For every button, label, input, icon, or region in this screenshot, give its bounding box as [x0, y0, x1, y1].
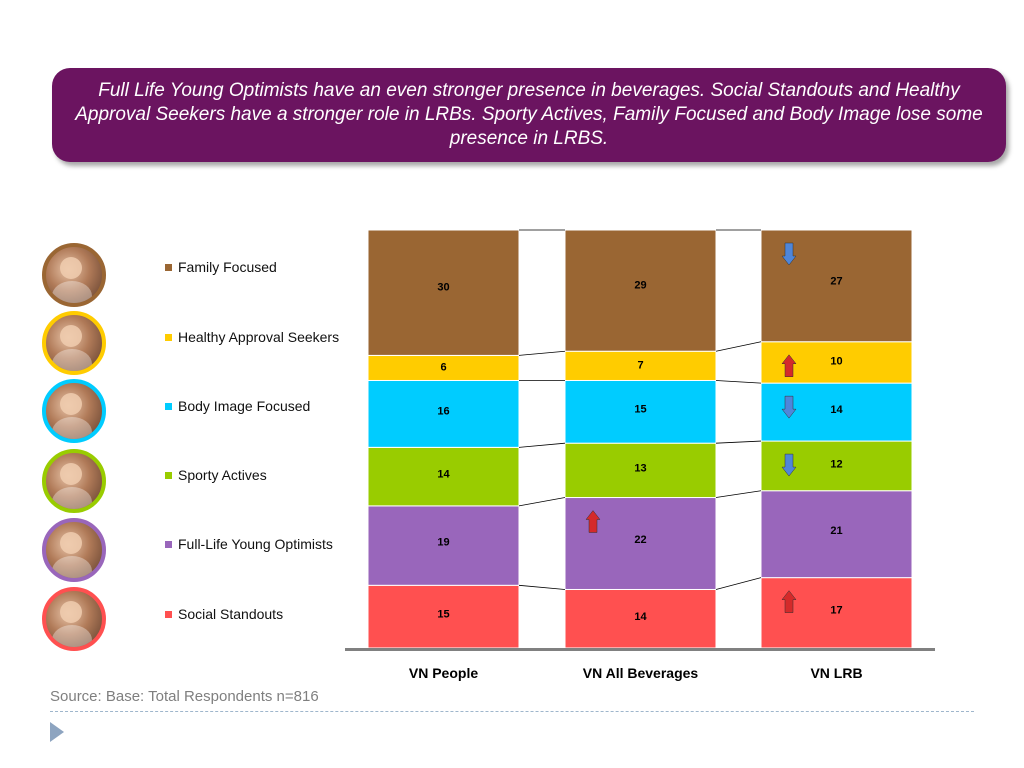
- legend-label: Full-Life Young Optimists: [178, 536, 333, 552]
- legend-item-sporty-actives: Sporty Actives: [165, 467, 267, 483]
- avatar-sporty-actives: [42, 449, 106, 513]
- arrow-down-icon: [781, 395, 797, 419]
- avatar-body-shape: [52, 281, 92, 303]
- avatar-social-standouts: [42, 587, 106, 651]
- series-connector-line: [518, 442, 566, 448]
- data-label: 29: [634, 280, 646, 292]
- footer-divider: [50, 711, 974, 712]
- bar-segment: [564, 588, 717, 649]
- data-label: 30: [437, 281, 449, 293]
- legend-swatch: [165, 263, 172, 271]
- friends-group-photo-icon: [60, 601, 82, 623]
- avatar-body-image-focused: [42, 379, 106, 443]
- legend-label: Sporty Actives: [178, 467, 267, 483]
- data-label: 27: [830, 275, 842, 287]
- legend-swatch: [165, 471, 172, 479]
- bar-segment: [367, 446, 520, 507]
- series-connector-line: [715, 380, 762, 384]
- legend-label: Body Image Focused: [178, 398, 311, 414]
- avatar-full-life-young-optimists: [42, 518, 106, 582]
- x-tick-label: VN All Beverages: [583, 665, 699, 681]
- data-label: 19: [437, 537, 449, 549]
- arrow-down-icon: [781, 453, 797, 477]
- data-label: 14: [830, 404, 843, 416]
- next-slide-arrow-icon[interactable]: [50, 722, 64, 742]
- x-tick-label: VN LRB: [810, 665, 862, 681]
- legend-label: Social Standouts: [178, 606, 284, 622]
- legend-item-full-life-young-optimists: Full-Life Young Optimists: [165, 536, 333, 552]
- arrow-down-icon: [781, 242, 797, 266]
- bar-segment: [760, 490, 913, 579]
- legend-swatch: [165, 540, 172, 548]
- smiling-boy-photo-icon: [60, 532, 82, 554]
- series-connector-line: [715, 440, 762, 444]
- legend-swatch: [165, 402, 172, 410]
- data-label: 14: [634, 611, 647, 623]
- legend-label: Family Focused: [178, 259, 277, 275]
- data-label: 21: [830, 525, 842, 537]
- data-label: 7: [637, 359, 643, 371]
- avatar-body-shape: [52, 487, 92, 509]
- legend-label: Healthy Approval Seekers: [178, 329, 340, 345]
- bar-segment: [367, 229, 520, 356]
- data-label: 15: [634, 404, 646, 416]
- data-label: 12: [830, 458, 842, 470]
- data-label: 13: [634, 463, 646, 475]
- x-tick-label: VN People: [409, 665, 478, 681]
- avatar-body-shape: [52, 417, 92, 439]
- avatar-body-shape: [52, 625, 92, 647]
- arrow-up-icon: [781, 354, 797, 377]
- bar-segment: [564, 350, 717, 381]
- legend-item-body-image-focused: Body Image Focused: [165, 398, 310, 414]
- series-connector-line: [518, 350, 566, 356]
- arrow-up-icon: [781, 590, 797, 613]
- data-label: 6: [440, 362, 446, 374]
- legend-swatch: [165, 333, 172, 341]
- series-connector-line: [715, 490, 762, 498]
- avatar-family-focused: [42, 243, 106, 307]
- avatar-healthy-approval-seekers: [42, 311, 106, 375]
- woman-exercising-photo-icon: [60, 393, 82, 415]
- bar-segment: [367, 505, 520, 586]
- bar-segment: [564, 497, 717, 590]
- bar-segment: [564, 379, 717, 444]
- series-connector-line: [518, 497, 566, 507]
- data-label: 16: [437, 406, 449, 418]
- data-label: 15: [437, 609, 449, 621]
- headline-text: Full Life Young Optimists have an even s…: [75, 80, 983, 149]
- series-connector-line: [715, 341, 762, 352]
- bar-segment: [367, 379, 520, 448]
- legend-item-social-standouts: Social Standouts: [165, 606, 283, 622]
- girl-eating-apple-photo-icon: [60, 325, 82, 347]
- sports-group-photo-icon: [60, 463, 82, 485]
- avatar-body-shape: [52, 556, 92, 578]
- legend-item-family-focused: Family Focused: [165, 259, 277, 275]
- data-label: 14: [437, 469, 450, 481]
- bar-segment: [367, 354, 520, 381]
- legend-item-healthy-approval-seekers: Healthy Approval Seekers: [165, 329, 339, 345]
- series-connector-line: [518, 584, 566, 590]
- series-connector-line: [715, 577, 762, 590]
- data-label: 10: [830, 355, 842, 367]
- avatar-body-shape: [52, 349, 92, 371]
- bar-segment: [564, 229, 717, 352]
- data-label: 22: [634, 534, 646, 546]
- data-label: 17: [830, 604, 842, 616]
- family-photo-icon: [60, 257, 82, 279]
- source-note: Source: Base: Total Respondents n=816: [50, 688, 319, 705]
- arrow-up-icon: [585, 510, 601, 533]
- legend-swatch: [165, 610, 172, 618]
- headline-banner: Full Life Young Optimists have an even s…: [52, 68, 1006, 162]
